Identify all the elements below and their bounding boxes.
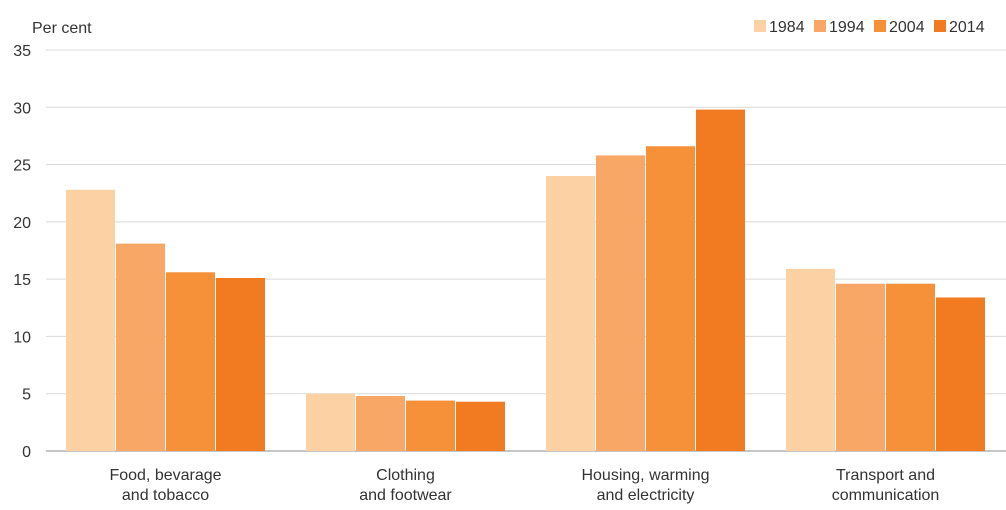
y-tick-label: 5	[22, 387, 31, 404]
x-tick-label: and footwear	[359, 487, 452, 504]
legend-swatch-1984	[754, 20, 766, 32]
legend-swatch-1994	[814, 20, 826, 32]
bar-1984-1	[66, 189, 115, 451]
y-tick-label: 35	[13, 43, 31, 60]
y-tick-label: 30	[13, 100, 31, 117]
x-tick-label: Clothing	[376, 467, 435, 484]
x-axis-labels: Food, bevarage and tobacco Clothing and foo…	[109, 467, 939, 504]
bar-2014-3	[696, 109, 745, 451]
x-tick-label: and electricity	[597, 487, 695, 504]
x-tick-label: Housing, warming	[581, 467, 709, 484]
x-tick-label: and tobacco	[122, 487, 209, 504]
bar-2004-2	[406, 400, 455, 451]
legend-swatch-2004	[874, 20, 886, 32]
bar-1984-3	[546, 176, 595, 451]
y-tick-label: 20	[13, 215, 31, 232]
bars	[66, 109, 985, 452]
bar-1984-4	[786, 268, 835, 451]
bar-1994-2	[356, 396, 405, 451]
legend-label-1984: 1984	[769, 19, 805, 36]
bar-2014-4	[936, 297, 985, 451]
y-tick-label: 15	[13, 272, 31, 289]
y-tick-label: 10	[13, 329, 31, 346]
bar-2014-2	[456, 401, 505, 451]
legend-label-1994: 1994	[829, 19, 865, 36]
bar-1994-3	[596, 155, 645, 452]
legend-label-2004: 2004	[889, 19, 925, 36]
x-tick-label: Transport and	[836, 467, 935, 484]
bar-2014-1	[216, 277, 265, 451]
bar-1994-1	[116, 243, 165, 451]
y-axis-ticks: 0 5 10 15 20 25 30 35	[13, 43, 31, 461]
legend-label-2014: 2014	[949, 19, 985, 36]
bar-1984-2	[306, 393, 355, 451]
x-tick-label: communication	[832, 487, 940, 504]
y-axis-label: Per cent	[32, 20, 92, 37]
bar-2004-3	[646, 146, 695, 452]
bar-2004-1	[166, 272, 215, 451]
x-tick-label: Food, bevarage	[109, 467, 221, 484]
legend-swatch-2014	[934, 20, 946, 32]
bar-2004-4	[886, 283, 935, 451]
bar-1994-4	[836, 283, 885, 451]
y-tick-label: 0	[22, 444, 31, 461]
legend: 1984 1994 2004 2014	[754, 19, 985, 36]
y-tick-label: 25	[13, 158, 31, 175]
